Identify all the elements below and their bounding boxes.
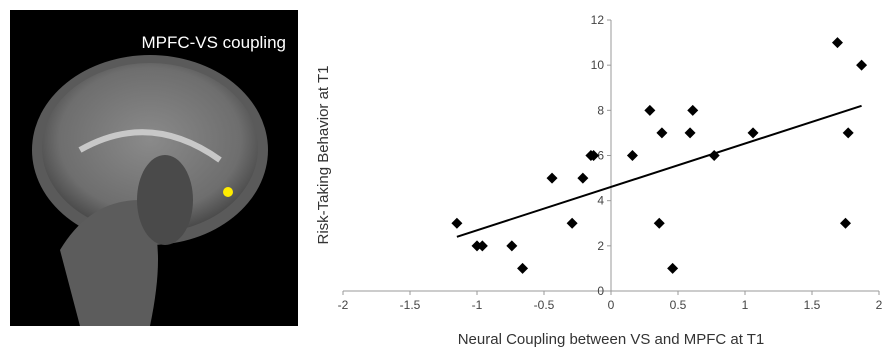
y-axis-label: Risk-Taking Behavior at T1	[315, 66, 332, 245]
point	[577, 173, 588, 184]
x-axis-label: Neural Coupling between VS and MPFC at T…	[458, 331, 765, 348]
point	[843, 127, 854, 138]
point	[567, 218, 578, 229]
x-tick-label: 1.5	[804, 298, 821, 312]
point	[654, 218, 665, 229]
point	[506, 240, 517, 251]
point	[832, 37, 843, 48]
y-tick-label: 2	[597, 239, 604, 253]
point	[856, 60, 867, 71]
x-tick-label: 1	[742, 298, 749, 312]
x-tick-label: 0	[608, 298, 615, 312]
point	[840, 218, 851, 229]
point	[667, 263, 678, 274]
point	[517, 263, 528, 274]
y-tick-label: 8	[597, 103, 604, 117]
image-label: MPFC-VS coupling	[141, 33, 286, 52]
point	[656, 127, 667, 138]
x-tick-label: 0.5	[670, 298, 687, 312]
point	[547, 173, 558, 184]
x-tick-label: -1	[472, 298, 483, 312]
point	[644, 105, 655, 116]
y-tick-label: 10	[591, 58, 605, 72]
trendline	[457, 106, 862, 237]
figure: MPFC-VS coupling Neural Coupling between…	[0, 0, 896, 350]
page: {"image": {"label": "MPFC-VS coupling"},…	[0, 0, 896, 350]
point	[748, 127, 759, 138]
y-tick-label: 4	[597, 194, 604, 208]
point	[627, 150, 638, 161]
point	[451, 218, 462, 229]
x-tick-label: -0.5	[534, 298, 555, 312]
y-tick-label: 12	[591, 13, 605, 27]
brain-image: MPFC-VS coupling	[10, 10, 298, 326]
x-tick-label: 2	[876, 298, 883, 312]
x-tick-label: -2	[338, 298, 349, 312]
y-tick-label: 0	[597, 284, 604, 298]
point	[687, 105, 698, 116]
point	[685, 127, 696, 138]
x-tick-label: -1.5	[400, 298, 421, 312]
